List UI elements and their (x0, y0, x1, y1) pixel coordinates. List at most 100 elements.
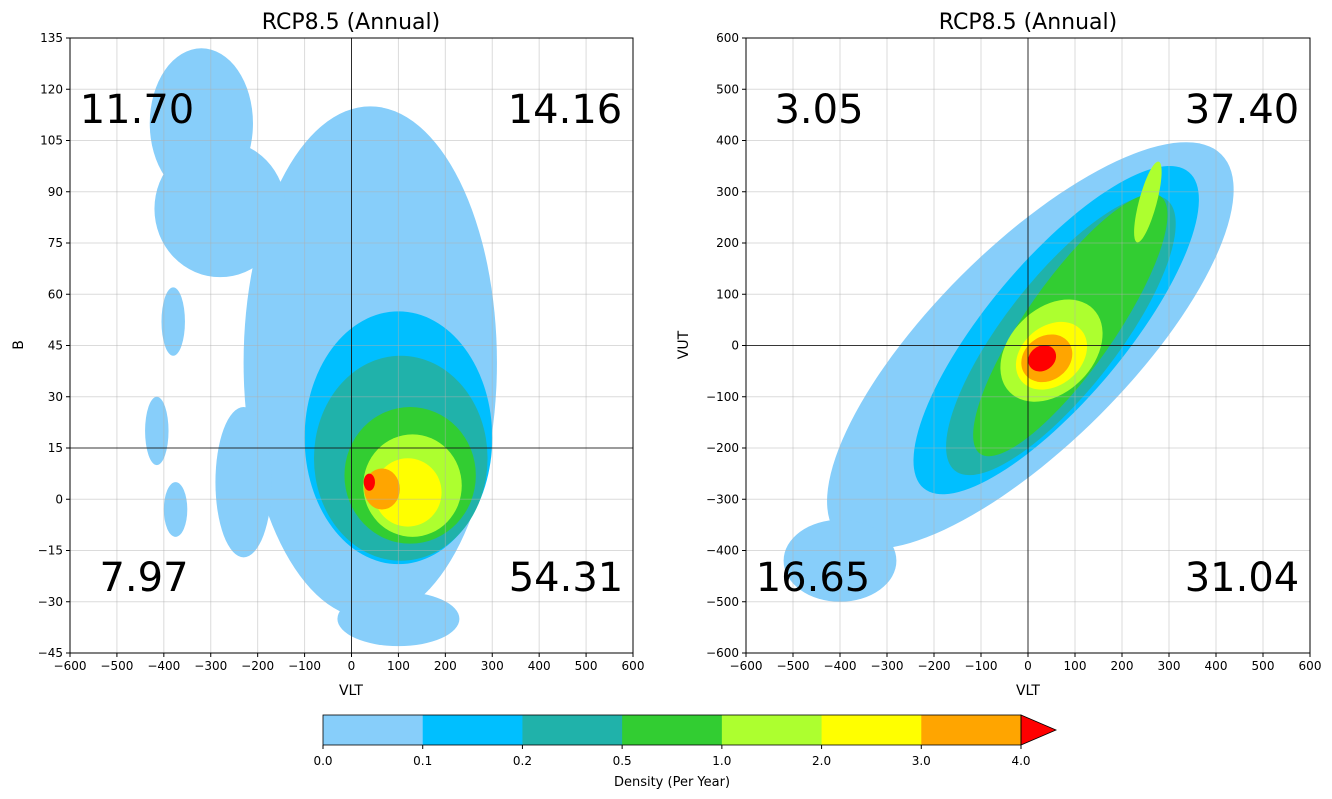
x-tick-label: 200 (1111, 659, 1134, 673)
x-tick-label: −600 (730, 659, 763, 673)
colorbar-segment (721, 715, 823, 745)
y-tick-label: 135 (40, 31, 63, 45)
y-tick-label: −600 (706, 646, 739, 660)
y-tick-label: 0 (55, 492, 63, 506)
y-tick-label: −300 (706, 492, 739, 506)
x-tick-label: 100 (1064, 659, 1087, 673)
colorbar-segment (821, 715, 922, 745)
y-tick-label: 15 (48, 441, 63, 455)
y-tick-label: 200 (716, 236, 739, 250)
left-quadrant-bottom-right: 54.31 (509, 555, 624, 601)
density-region-level-0-7 (337, 591, 460, 647)
x-tick-label: −100 (288, 659, 321, 673)
left-x-axis-label: VLT (339, 683, 363, 699)
density-region-level-0-6 (163, 482, 188, 537)
x-tick-label: 0 (1024, 659, 1032, 673)
density-region-level-0-4 (145, 396, 169, 466)
right-axis-ticks: −600 −500 −400 −300 −200 −100 0 100 200 300 400 500… (706, 31, 1321, 673)
y-tick-label: −500 (706, 595, 739, 609)
x-tick-label: −200 (241, 659, 274, 673)
density-region-level-0-2 (154, 140, 286, 278)
x-tick-label: −100 (965, 659, 998, 673)
y-tick-label: −200 (706, 441, 739, 455)
density-region-level-0-5 (161, 287, 185, 356)
colorbar-tick-label: 0.1 (413, 754, 432, 768)
x-tick-label: 100 (387, 659, 410, 673)
colorbar-extend-arrow (1020, 714, 1058, 746)
x-tick-label: −200 (918, 659, 951, 673)
colorbar-tick-label: 4.0 (1011, 754, 1030, 768)
right-quadrant-top-right: 37.40 (1185, 87, 1300, 133)
x-tick-label: −300 (871, 659, 904, 673)
y-tick-label: 500 (716, 82, 739, 96)
left-axis-ticks: −600 −500 −400 −300 −200 −100 0 100 200 300 400 500… (38, 31, 645, 673)
x-tick-label: 300 (1158, 659, 1181, 673)
density-region-level-0-1 (783, 519, 897, 602)
colorbar-tick-label: 0.0 (313, 754, 332, 768)
y-tick-label: 75 (48, 236, 63, 250)
x-tick-label: 300 (481, 659, 504, 673)
y-tick-label: 300 (716, 185, 739, 199)
y-tick-label: −45 (38, 646, 63, 660)
colorbar-tick-label: 0.5 (613, 754, 632, 768)
y-tick-label: 45 (48, 339, 63, 353)
density-region-level-1-1 (1134, 161, 1162, 243)
left-panel: RCP8.5 (Annual) −600 −500 −400 −300 −200 −100… (11, 10, 644, 699)
left-density-contours (145, 48, 497, 647)
y-tick-label: 120 (40, 82, 63, 96)
colorbar-tick-label: 0.2 (513, 754, 532, 768)
x-tick-label: −400 (824, 659, 857, 673)
density-region-level-0-3 (215, 407, 272, 558)
left-y-axis-label: B (11, 340, 27, 350)
x-tick-label: −500 (777, 659, 810, 673)
y-tick-label: 0 (731, 339, 739, 353)
y-tick-label: 60 (48, 287, 63, 301)
right-quadrant-top-left: 3.05 (774, 87, 863, 133)
y-tick-label: −15 (38, 544, 63, 558)
x-tick-label: 0 (348, 659, 356, 673)
colorbar-tick-label: 3.0 (912, 754, 931, 768)
colorbar-segment (622, 715, 723, 745)
y-tick-label: 100 (716, 287, 739, 301)
left-title: RCP8.5 (Annual) (262, 10, 440, 35)
y-tick-label: 30 (48, 390, 63, 404)
y-tick-label: −30 (38, 595, 63, 609)
x-tick-label: −300 (194, 659, 227, 673)
x-tick-label: 600 (622, 659, 645, 673)
x-tick-label: 600 (1299, 659, 1322, 673)
density-region-level-4-0 (1028, 345, 1057, 372)
colorbar-label: Density (Per Year) (614, 775, 730, 790)
colorbar-segment (921, 715, 1022, 745)
x-tick-label: 200 (434, 659, 457, 673)
left-quadrant-bottom-left: 7.97 (99, 555, 188, 601)
x-tick-label: 500 (575, 659, 598, 673)
right-panel: RCP8.5 (Annual) −600 −500 −400 −300 −200 −100… (676, 10, 1321, 699)
right-quadrant-bottom-right: 31.04 (1185, 555, 1300, 601)
colorbar-segment (522, 715, 623, 745)
x-tick-label: 500 (1252, 659, 1275, 673)
y-tick-label: 90 (48, 185, 63, 199)
y-tick-label: 400 (716, 134, 739, 148)
colorbar-tick-label: 1.0 (712, 754, 731, 768)
y-tick-label: −100 (706, 390, 739, 404)
left-quadrant-top-right: 14.16 (508, 87, 623, 133)
x-tick-label: −400 (147, 659, 180, 673)
right-plot-area (746, 38, 1310, 653)
y-tick-label: −400 (706, 544, 739, 558)
right-title: RCP8.5 (Annual) (939, 10, 1117, 35)
density-region-level-4-0 (363, 473, 375, 491)
x-tick-label: 400 (528, 659, 551, 673)
colorbar-segment (422, 715, 523, 745)
left-plot-area (70, 38, 633, 653)
right-quadrant-bottom-left: 16.65 (756, 555, 871, 601)
y-tick-label: 600 (716, 31, 739, 45)
left-reference-lines (70, 38, 633, 653)
right-y-axis-label: VUT (676, 330, 692, 359)
colorbar-tick-label: 2.0 (812, 754, 831, 768)
colorbar-segment (323, 715, 424, 745)
y-tick-label: 105 (40, 134, 63, 148)
left-quadrant-top-left: 11.70 (80, 87, 195, 133)
x-tick-label: 400 (1205, 659, 1228, 673)
colorbar: 0.0 0.1 0.2 0.5 1.0 2.0 3.0 4.0 (313, 714, 1058, 768)
